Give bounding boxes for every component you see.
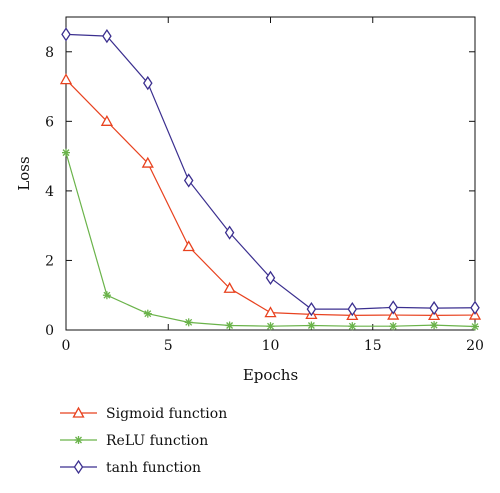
data-point (102, 28, 112, 44)
axis-ticks: 0 5 10 15 20 0 2 4 6 8 (45, 17, 484, 354)
data-point (100, 114, 114, 126)
data-point (184, 318, 193, 327)
y-tick-label: 8 (45, 45, 54, 61)
data-point (183, 173, 194, 188)
y-axis-title: Loss (15, 156, 33, 190)
legend-marker (72, 406, 85, 418)
data-point (430, 321, 439, 330)
data-point (223, 281, 236, 293)
legend-label: ReLU function (106, 433, 208, 449)
data-point (264, 306, 277, 318)
x-axis-title: Epochs (243, 366, 298, 384)
series-line (65, 33, 476, 310)
data-point (388, 300, 398, 315)
data-point (265, 270, 276, 286)
legend-item: ReLU function (60, 433, 208, 449)
x-tick-label: 15 (364, 338, 382, 354)
legend-label: Sigmoid function (106, 406, 227, 422)
data-point (429, 300, 439, 316)
data-point (61, 27, 71, 42)
data-point (102, 291, 111, 300)
data-point (470, 300, 480, 315)
legend-marker (73, 459, 84, 475)
x-tick-label: 10 (262, 338, 280, 354)
data-point (225, 321, 234, 330)
y-tick-label: 2 (45, 253, 54, 269)
y-tick-label: 6 (45, 114, 54, 130)
legend: Sigmoid function ReLU function tanh functi… (60, 406, 227, 476)
data-point (347, 301, 358, 317)
y-tick-label: 4 (45, 184, 54, 200)
legend-label: tanh function (106, 460, 201, 476)
y-tick-label: 0 (45, 323, 54, 339)
legend-item: Sigmoid function (60, 406, 227, 422)
data-point (389, 322, 398, 331)
data-point (143, 309, 152, 318)
data-point (306, 301, 317, 317)
legend-marker (74, 436, 83, 444)
data-point (141, 156, 154, 168)
x-tick-label: 0 (62, 338, 71, 354)
legend-item: tanh function (60, 459, 201, 476)
series-1 (62, 148, 479, 331)
data-point (59, 73, 73, 85)
data-point (143, 75, 153, 91)
series-2 (61, 27, 480, 317)
data-point (266, 322, 275, 331)
data-point (182, 240, 195, 252)
data-point (224, 225, 235, 240)
data-point (307, 321, 316, 330)
series-line (65, 152, 476, 328)
x-tick-label: 5 (164, 338, 173, 354)
series-layer (59, 27, 482, 331)
data-point (348, 322, 357, 331)
data-point (62, 148, 70, 157)
x-tick-label: 20 (466, 338, 484, 354)
data-point (471, 322, 479, 331)
series-0 (59, 73, 482, 321)
